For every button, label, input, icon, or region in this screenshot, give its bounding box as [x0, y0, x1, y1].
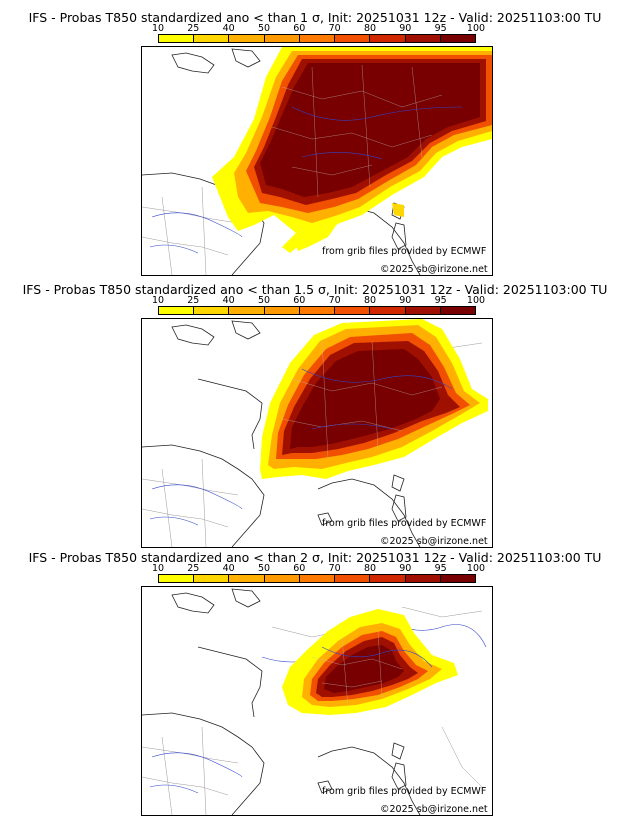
- prob-band-95: [260, 63, 480, 197]
- prob-band-95: [290, 349, 440, 449]
- legend-tick: 100: [466, 563, 486, 574]
- probability-map: [142, 588, 487, 815]
- legend-tick: 80: [363, 295, 377, 306]
- region-borders: [311, 630, 403, 708]
- legend-swatch: [159, 35, 195, 42]
- prob-band-95: [324, 645, 404, 693]
- legend-swatch: [405, 307, 441, 314]
- legend-swatch: [405, 35, 441, 42]
- probability-map: [142, 47, 492, 275]
- color-legend: [158, 574, 476, 583]
- legend-tick: 100: [466, 295, 486, 306]
- legend-swatch: [264, 575, 300, 582]
- legend-tick: 50: [257, 295, 271, 306]
- country-borders: [142, 186, 239, 275]
- legend-tick: 25: [187, 295, 200, 306]
- legend-swatch: [370, 307, 406, 314]
- legend-tick: 100: [466, 23, 486, 34]
- legend-tick: 70: [328, 295, 341, 306]
- legend-swatch: [370, 575, 406, 582]
- legend-swatch: [159, 307, 195, 314]
- legend-swatch: [194, 35, 230, 42]
- legend-tick: 25: [187, 23, 200, 34]
- map-frame: [141, 318, 493, 548]
- legend-tick: 60: [293, 23, 306, 34]
- legend-tick: 60: [293, 295, 306, 306]
- legend-swatch: [299, 35, 336, 42]
- legend-swatch: [335, 575, 371, 582]
- legend-tick: 50: [257, 23, 271, 34]
- legend-swatch: [229, 307, 265, 314]
- legend-tick: 10: [151, 23, 165, 34]
- probability-field: [282, 609, 458, 715]
- color-legend: [158, 34, 476, 43]
- copyright-credit: ©2025 sb@irizone.net: [380, 804, 488, 815]
- legend-tick: 80: [363, 563, 377, 574]
- rivers-overlay: [321, 646, 433, 668]
- legend-swatch: [440, 307, 475, 314]
- map-panel-3: IFS - Probas T850 standardized ano < tha…: [0, 540, 630, 816]
- prob-blob-spain: [292, 223, 338, 251]
- map-panel-2: IFS - Probas T850 standardized ano < tha…: [0, 272, 630, 548]
- legend-tick: 90: [399, 295, 412, 306]
- source-credit: from grib files provided by ECMWF: [322, 786, 487, 797]
- legend-labels: 10 25 40 50 60 70 80 90 95 100: [152, 295, 485, 306]
- legend-tick: 60: [293, 563, 306, 574]
- legend-tick: 90: [399, 23, 412, 34]
- legend-tick: 25: [187, 563, 200, 574]
- copyright-credit: ©2025 sb@irizone.net: [380, 536, 488, 547]
- rivers-overlay: [291, 106, 463, 160]
- legend-labels: 10 25 40 50 60 70 80 90 95 100: [152, 23, 485, 34]
- coastline: [142, 320, 421, 547]
- legend-tick: 80: [363, 23, 377, 34]
- legend-tick: 90: [399, 563, 412, 574]
- map-frame: [141, 586, 493, 816]
- legend-tick: 10: [151, 295, 165, 306]
- legend-swatch: [335, 35, 371, 42]
- copyright-credit: ©2025 sb@irizone.net: [380, 264, 488, 275]
- legend-tick: 40: [222, 23, 235, 34]
- region-borders: [271, 64, 443, 198]
- legend-swatch: [229, 35, 265, 42]
- legend-swatch: [299, 575, 336, 582]
- legend-swatch: [440, 575, 475, 582]
- panel-title: IFS - Probas T850 standardized ano < tha…: [28, 550, 602, 565]
- legend-swatch: [299, 307, 336, 314]
- legend-tick: 40: [222, 563, 235, 574]
- legend-tick: 70: [328, 23, 341, 34]
- legend-swatch: [159, 575, 195, 582]
- map-panel-1: IFS - Probas T850 standardized ano < tha…: [0, 0, 630, 276]
- probability-map: [142, 319, 488, 547]
- probability-field: [212, 47, 492, 253]
- panel-title: IFS - Probas T850 standardized ano < tha…: [22, 282, 608, 297]
- legend-swatch: [335, 307, 371, 314]
- coastline: [142, 588, 421, 815]
- panel-title: IFS - Probas T850 standardized ano < tha…: [28, 10, 602, 25]
- legend-tick: 95: [434, 295, 447, 306]
- source-credit: from grib files provided by ECMWF: [322, 518, 487, 529]
- legend-swatch: [194, 307, 230, 314]
- legend-swatch: [370, 35, 406, 42]
- legend-tick: 95: [434, 563, 447, 574]
- legend-swatch: [194, 575, 230, 582]
- legend-tick: 40: [222, 295, 235, 306]
- prob-blob-corsica: [392, 203, 404, 217]
- source-credit: from grib files provided by ECMWF: [322, 246, 487, 257]
- probability-field: [260, 319, 488, 479]
- legend-labels: 10 25 40 50 60 70 80 90 95 100: [152, 563, 485, 574]
- color-legend: [158, 306, 476, 315]
- legend-tick: 70: [328, 563, 341, 574]
- legend-swatch: [264, 35, 300, 42]
- legend-tick: 10: [151, 563, 165, 574]
- legend-swatch: [229, 575, 265, 582]
- legend-tick: 50: [257, 563, 271, 574]
- legend-swatch: [405, 575, 441, 582]
- legend-swatch: [440, 35, 475, 42]
- map-frame: [141, 46, 493, 276]
- legend-tick: 95: [434, 23, 447, 34]
- rivers-overlay: [301, 368, 453, 430]
- legend-swatch: [264, 307, 300, 314]
- region-borders: [281, 338, 443, 460]
